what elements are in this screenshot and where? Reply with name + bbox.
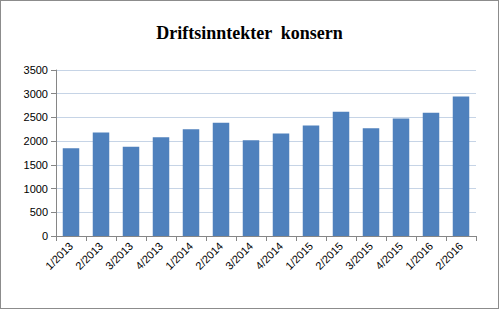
svg-text:2/2013: 2/2013 bbox=[73, 240, 105, 272]
svg-text:500: 500 bbox=[30, 206, 48, 218]
svg-text:2/2015: 2/2015 bbox=[313, 240, 345, 272]
svg-text:1000: 1000 bbox=[24, 183, 48, 195]
svg-text:3/2015: 3/2015 bbox=[343, 240, 375, 272]
svg-text:2000: 2000 bbox=[24, 135, 48, 147]
svg-text:3000: 3000 bbox=[24, 88, 48, 100]
svg-text:3/2013: 3/2013 bbox=[103, 240, 135, 272]
svg-text:2/2016: 2/2016 bbox=[433, 240, 465, 272]
svg-text:4/2014: 4/2014 bbox=[253, 240, 285, 272]
svg-text:3500: 3500 bbox=[24, 64, 48, 76]
svg-text:2/2014: 2/2014 bbox=[193, 240, 225, 272]
svg-text:1/2013: 1/2013 bbox=[43, 240, 75, 272]
svg-text:Driftsinntekter konsern: Driftsinntekter konsern bbox=[156, 23, 343, 43]
svg-text:1/2015: 1/2015 bbox=[283, 240, 315, 272]
svg-text:1/2014: 1/2014 bbox=[163, 240, 195, 272]
svg-text:4/2015: 4/2015 bbox=[373, 240, 405, 272]
svg-text:2500: 2500 bbox=[24, 111, 48, 123]
svg-text:3/2014: 3/2014 bbox=[223, 240, 255, 272]
svg-text:0: 0 bbox=[42, 230, 48, 242]
svg-text:1500: 1500 bbox=[24, 159, 48, 171]
svg-text:4/2013: 4/2013 bbox=[133, 240, 165, 272]
svg-text:1/2016: 1/2016 bbox=[403, 240, 435, 272]
